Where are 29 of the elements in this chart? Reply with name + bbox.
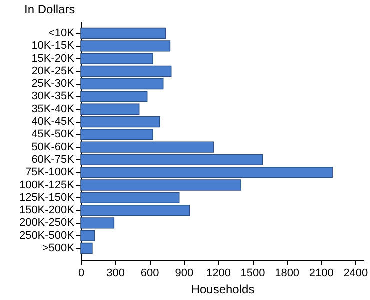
x-tick-label: 2100 [309, 268, 334, 280]
x-tick-label: 1200 [206, 268, 231, 280]
y-tick-label: 15K-20K [32, 52, 76, 65]
y-tick-label: 35K-40K [32, 103, 76, 116]
y-tick-label: 20K-25K [32, 65, 76, 78]
x-tick-label: 1500 [240, 268, 266, 280]
y-tick-label: 75K-100K [26, 166, 76, 179]
x-tick-label: 1800 [275, 268, 300, 280]
x-tick-label: 300 [106, 268, 125, 280]
x-tick-label: 600 [140, 268, 160, 280]
y-tick-label: 250K-500K [19, 230, 76, 242]
y-tick-label: 150K-200K [19, 204, 76, 217]
y-tick-label: 125K-150K [19, 192, 76, 204]
y-tick-label: 30K-35K [32, 90, 76, 103]
y-tick-label: 10K-15K [32, 40, 76, 52]
y-tick-label: >500K [42, 242, 76, 254]
x-axis-title: Households [191, 282, 255, 296]
x-tick-label: 900 [175, 268, 194, 280]
y-tick-label: <10K [48, 28, 76, 40]
y-tick-label: 25K-30K [32, 78, 76, 90]
y-axis-title: In Dollars [24, 2, 76, 16]
y-tick-label: 60K-75K [32, 154, 76, 166]
y-tick-label: 45K-50K [32, 128, 76, 141]
x-tick-label: 0 [78, 268, 85, 280]
y-tick-label: 50K-60K [32, 141, 76, 154]
y-tick-label: 100K-125K [19, 179, 76, 192]
y-tick-label: 40K-45K [32, 116, 76, 128]
x-tick-label: 2400 [344, 268, 368, 280]
y-tick-label: 200K-250K [19, 217, 76, 230]
